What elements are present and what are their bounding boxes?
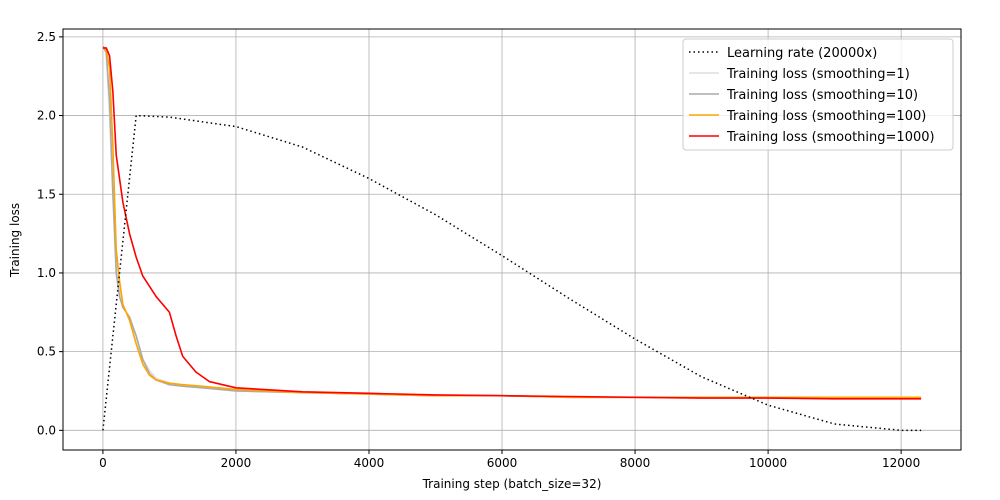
y-tick-label: 2.0 [37,109,56,123]
y-tick-label: 1.5 [37,187,56,201]
series-line-4 [102,47,922,400]
y-tick-label: 1.0 [37,266,56,280]
x-axis: 0 2000 4000 6000 8000 10000 12000 [99,450,920,470]
x-tick-label: 12000 [882,456,920,470]
x-tick-label: 0 [99,456,107,470]
legend-entry-2: Training loss (smoothing=10) [726,88,918,103]
series-layer [102,44,922,432]
y-tick-label: 0.5 [37,345,56,359]
legend: Learning rate (20000x) Training loss (smo… [682,38,954,151]
x-tick-label: 6000 [487,456,518,470]
plot-frame [62,28,962,451]
x-tick-label: 8000 [620,456,651,470]
y-tick-label: 2.5 [37,30,56,44]
legend-entry-1: Training loss (smoothing=1) [726,67,910,82]
x-tick-label: 4000 [354,456,385,470]
legend-entry-4: Training loss (smoothing=1000) [726,130,935,145]
x-axis-label: Training step (batch_size=32) [422,477,602,491]
y-axis: 0.0 0.5 1.0 1.5 2.0 2.5 [37,30,63,437]
x-tick-label: 2000 [221,456,252,470]
y-tick-label: 0.0 [37,423,56,437]
legend-entry-0: Learning rate (20000x) [727,46,877,61]
legend-entry-3: Training loss (smoothing=100) [726,109,926,124]
legend-box [682,38,954,151]
y-axis-label: Training loss [8,203,22,278]
x-tick-label: 10000 [749,456,787,470]
